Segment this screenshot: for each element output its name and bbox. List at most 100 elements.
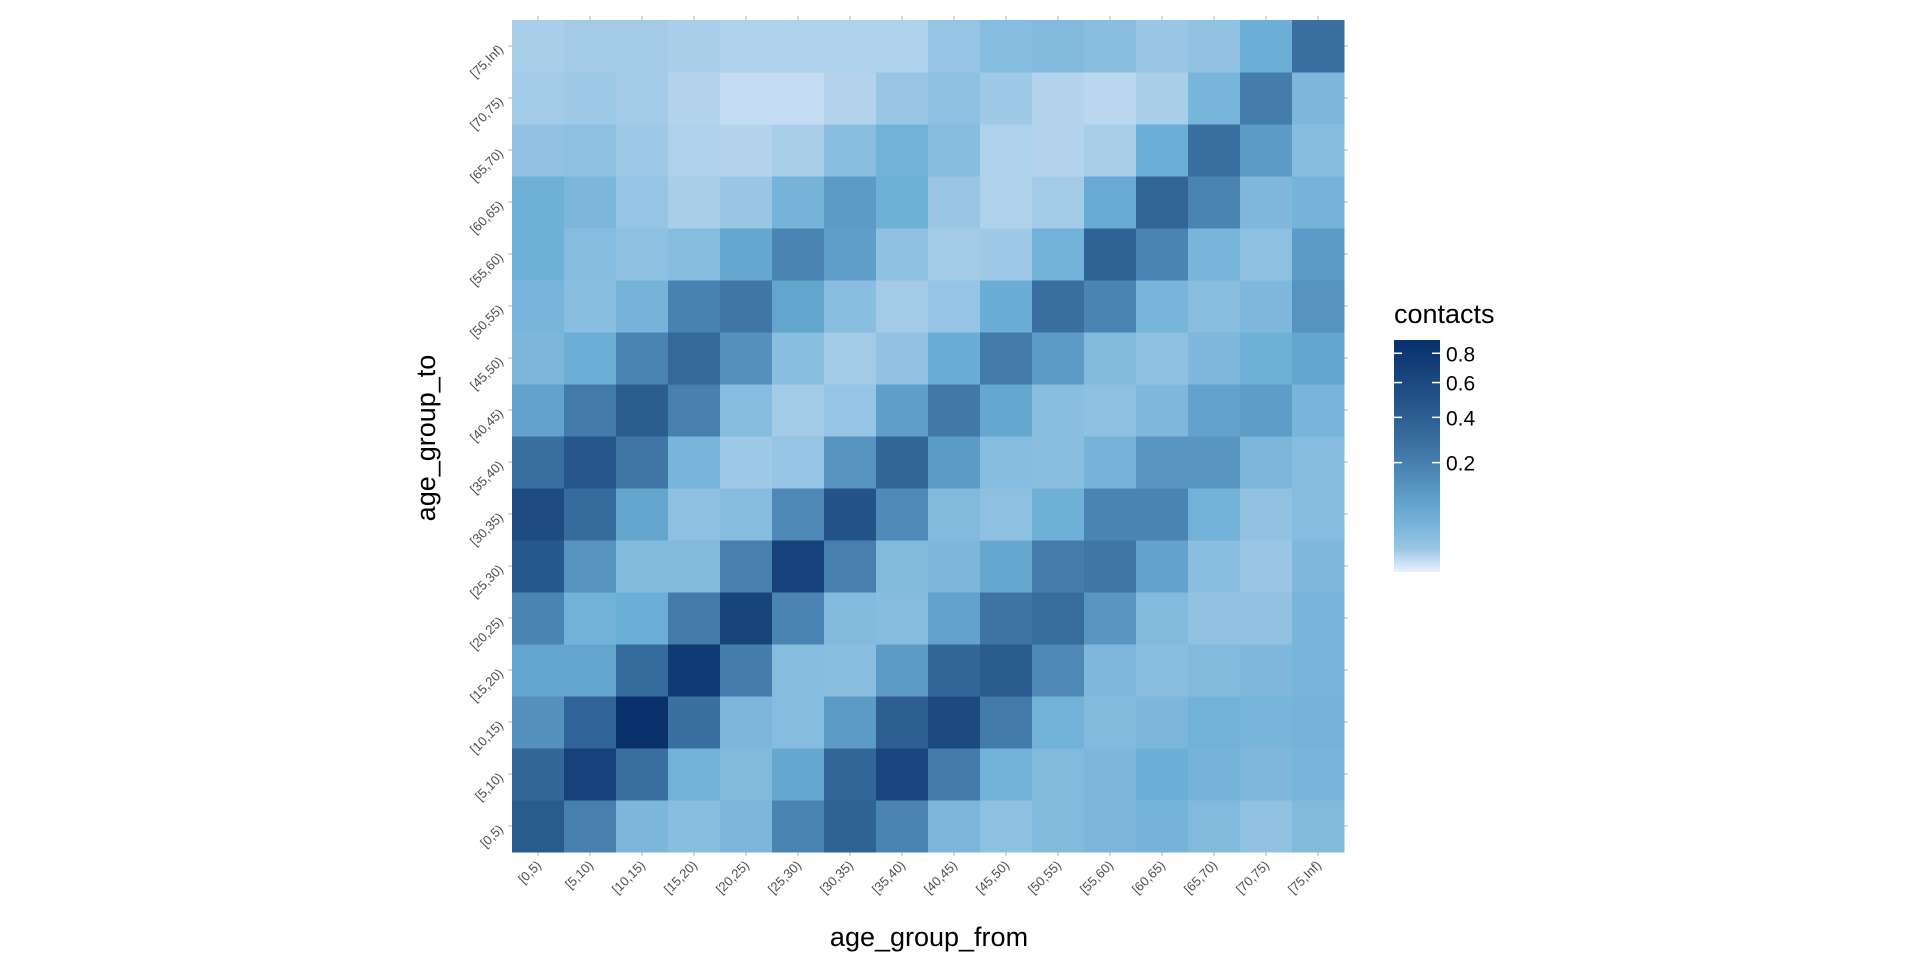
heatmap-cell [1240,540,1293,593]
heatmap-cells [512,20,1345,853]
heatmap-cell [668,20,721,73]
heatmap-cell [616,280,669,333]
heatmap-cell [1292,72,1345,125]
heatmap-cell [668,332,721,385]
heatmap-cell [1032,592,1085,645]
heatmap-cell [824,696,877,749]
legend-ticks: 0.8 0.6 0.4 0.2 [1394,343,1476,476]
heatmap-cell [1188,488,1241,541]
heatmap-cell [1292,592,1345,645]
heatmap-cell [564,384,617,437]
heatmap-cell [772,696,825,749]
heatmap-cell [1136,280,1189,333]
legend-tick-label: 0.8 [1446,343,1475,366]
heatmap-cell [616,748,669,801]
heatmap-cell [1084,332,1137,385]
heatmap-cell [616,696,669,749]
heatmap-cell [928,384,981,437]
heatmap-cell [1032,124,1085,177]
x-axis-tick-labels: [0,5) [5,10) [10,15) [15,20) [20,25) [25,30) [… [515,858,1324,897]
heatmap-cell [1084,280,1137,333]
heatmap-cell [1240,800,1293,853]
heatmap-cell [1292,124,1345,177]
heatmap-cell [668,696,721,749]
x-tick-label: [15,20) [661,858,700,897]
x-tick-label: [70,75) [1233,858,1272,897]
heatmap-cell [1032,384,1085,437]
heatmap-cell [876,176,929,229]
heatmap-cell [564,280,617,333]
heatmap-cell [876,280,929,333]
heatmap-cell [1136,176,1189,229]
heatmap-cell [668,436,721,489]
x-axis-title: age_group_from [830,922,1028,952]
heatmap-cell [564,228,617,281]
x-tick-label: [65,70) [1181,858,1220,897]
heatmap-cell [1084,748,1137,801]
heatmap-cell [1188,696,1241,749]
heatmap-cell [668,800,721,853]
heatmap-cell [1032,800,1085,853]
heatmap-cell [772,176,825,229]
heatmap-cell [1188,800,1241,853]
heatmap-cell [564,748,617,801]
heatmap-cell [772,124,825,177]
heatmap-cell [1136,540,1189,593]
heatmap-cell [1188,644,1241,697]
heatmap-cell [824,176,877,229]
y-tick-label: [20,25) [467,614,506,653]
heatmap-cell [1032,436,1085,489]
heatmap-cell [616,72,669,125]
heatmap-cell [564,644,617,697]
heatmap-cell [1240,280,1293,333]
heatmap-cell [1084,592,1137,645]
heatmap-cell [1084,696,1137,749]
heatmap-cell [564,436,617,489]
heatmap-cell [1240,384,1293,437]
heatmap-cell [1136,748,1189,801]
heatmap-cell [1032,228,1085,281]
heatmap-cell [980,488,1033,541]
heatmap-cell [720,332,773,385]
y-tick-label: [10,15) [467,718,506,757]
heatmap-cell [564,20,617,73]
heatmap-cell [824,488,877,541]
heatmap-cell [1240,124,1293,177]
heatmap-cell [1136,800,1189,853]
heatmap-cell [876,228,929,281]
heatmap-cell [616,592,669,645]
heatmap-cell [1032,20,1085,73]
heatmap-cell [616,384,669,437]
y-tick-label: [5,10) [472,770,506,804]
heatmap-cell [928,540,981,593]
heatmap-cell [1084,176,1137,229]
heatmap-cell [668,488,721,541]
legend-tick-label: 0.2 [1446,453,1475,476]
heatmap-cell [512,280,565,333]
heatmap-cell [1292,488,1345,541]
heatmap-cell [1188,748,1241,801]
heatmap-cell [564,124,617,177]
heatmap-cell [980,592,1033,645]
heatmap-cell [1240,592,1293,645]
heatmap-cell [980,72,1033,125]
heatmap-cell [720,592,773,645]
heatmap-cell [512,332,565,385]
heatmap-cell [824,592,877,645]
heatmap-cell [512,800,565,853]
heatmap-cell [564,72,617,125]
heatmap-cell [564,800,617,853]
heatmap-cell [668,280,721,333]
y-axis-ticks [508,45,1348,827]
y-tick-label: [50,55) [467,302,506,341]
heatmap-cell [928,332,981,385]
heatmap-cell [928,436,981,489]
heatmap-cell [564,592,617,645]
y-tick-label: [45,50) [467,354,506,393]
y-tick-label: [15,20) [467,666,506,705]
heatmap-cell [876,748,929,801]
heatmap-cell [772,540,825,593]
x-tick-label: [40,45) [921,858,960,897]
heatmap-cell [1292,696,1345,749]
